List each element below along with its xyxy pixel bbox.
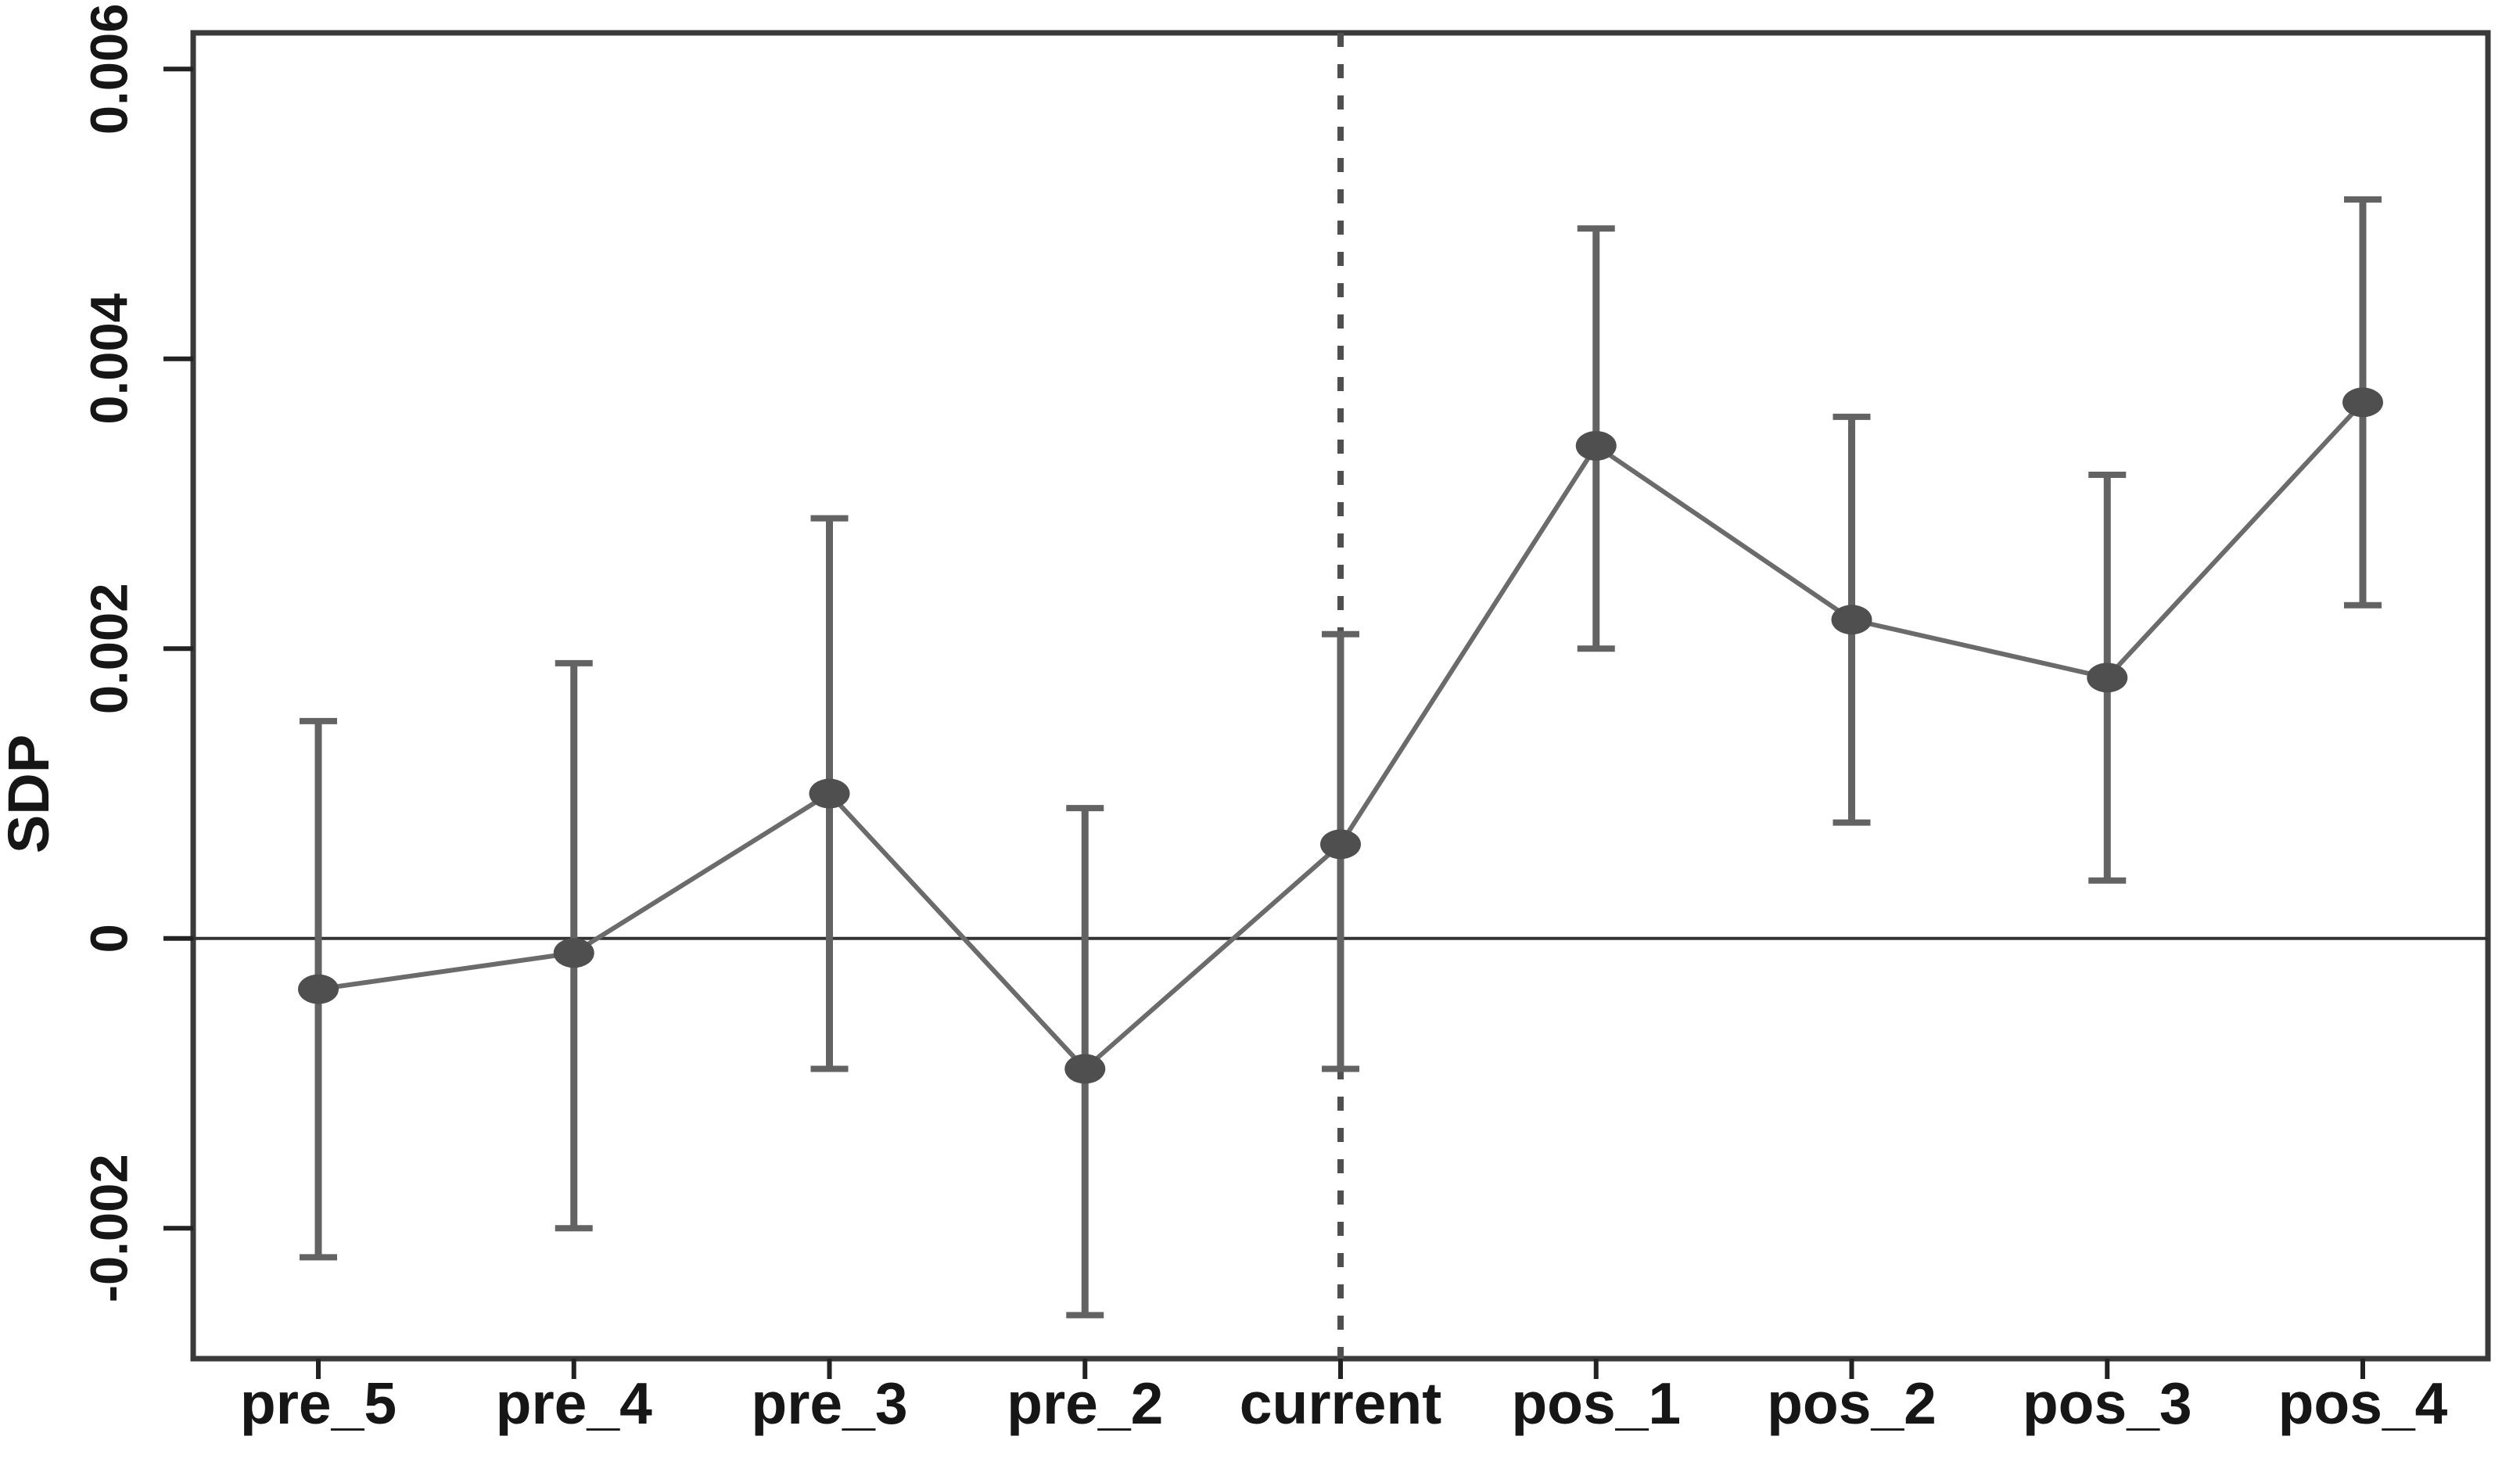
axis-ticks [163,66,2365,1379]
y-tick-label: 0.006 [81,3,139,135]
error-bars [300,196,2382,1319]
data-points [298,387,2383,1084]
x-tick-label: pos_2 [1767,1370,1937,1436]
data-point [1064,1054,1106,1084]
y-tick-label: 0 [81,924,139,953]
data-point [553,938,594,968]
y-tick-label: -0.002 [81,1154,139,1302]
x-tick-label: pre_4 [496,1370,652,1436]
x-tick-label: pre_2 [1007,1370,1163,1436]
data-point [1831,605,1872,635]
y-tick-label: 0.004 [81,293,139,425]
x-tick-label: pre_3 [751,1370,907,1436]
y-axis-title: SDP [0,734,61,853]
axis-tick-labels: -0.002 0 0.002 0.004 0.006 pre_5 pre_4 pre_3 pre… [81,3,2448,1436]
x-tick-label: pos_1 [1511,1370,1681,1436]
x-tick-label: pre_5 [240,1370,397,1436]
x-tick-label: current [1240,1370,1441,1436]
y-tick-label: 0.002 [81,583,139,714]
data-point [1320,829,1361,860]
x-tick-label: pos_4 [2278,1370,2448,1436]
data-point [1575,430,1617,461]
data-point [809,778,850,809]
data-point [2342,387,2383,418]
x-tick-label: pos_3 [2023,1370,2192,1436]
data-point [298,974,339,1004]
data-point [2087,663,2128,693]
